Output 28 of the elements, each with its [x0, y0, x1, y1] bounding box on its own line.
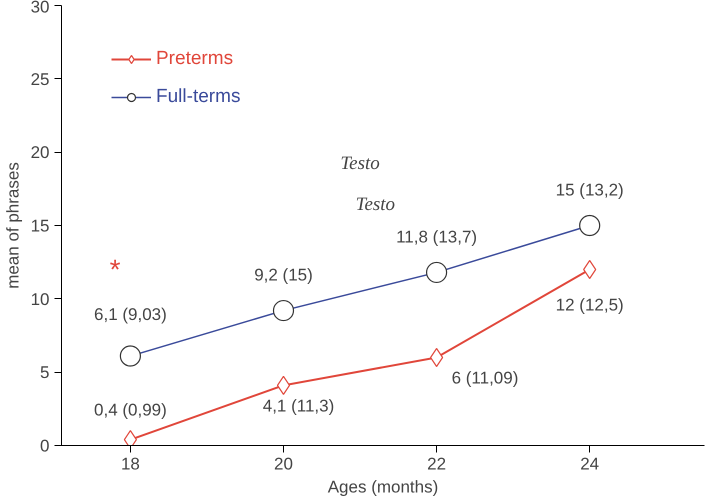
- x-tick-label: 22: [427, 454, 446, 474]
- y-axis-title: mean of phrases: [4, 162, 23, 289]
- x-tick-label: 24: [580, 454, 600, 474]
- x-tick-label: 18: [120, 454, 140, 474]
- y-tick-label: 30: [30, 0, 50, 16]
- data-label: 0,4 (0,99): [94, 400, 167, 420]
- y-tick-label: 0: [40, 436, 50, 456]
- y-tick-label: 5: [40, 363, 50, 382]
- x-tick-label: 20: [274, 454, 293, 474]
- annotation: Testo: [356, 194, 396, 216]
- data-label: 15 (13,2): [556, 180, 624, 200]
- data-label: 6,1 (9,03): [94, 305, 167, 324]
- point: [276, 376, 290, 395]
- point: [430, 348, 444, 368]
- y-tick-label: 25: [30, 70, 50, 89]
- y-tick-label: 10: [30, 290, 50, 309]
- data-label: 4,1 (11,3): [262, 396, 334, 416]
- data-label: 6 (11,09): [452, 368, 518, 388]
- data-label: 9,2 (15): [254, 266, 313, 285]
- x-axis-title: Ages (months): [328, 478, 438, 496]
- legend-label: Preterms: [156, 48, 234, 70]
- annotation: *: [110, 254, 121, 285]
- data-label: 11,8 (13,7): [396, 227, 478, 246]
- y-tick-label: 20: [30, 143, 50, 162]
- annotation: Testo: [340, 153, 380, 174]
- legend-label: Full-terms: [156, 86, 240, 108]
- data-label: 12 (12,5): [556, 296, 624, 314]
- y-tick-label: 15: [30, 216, 50, 236]
